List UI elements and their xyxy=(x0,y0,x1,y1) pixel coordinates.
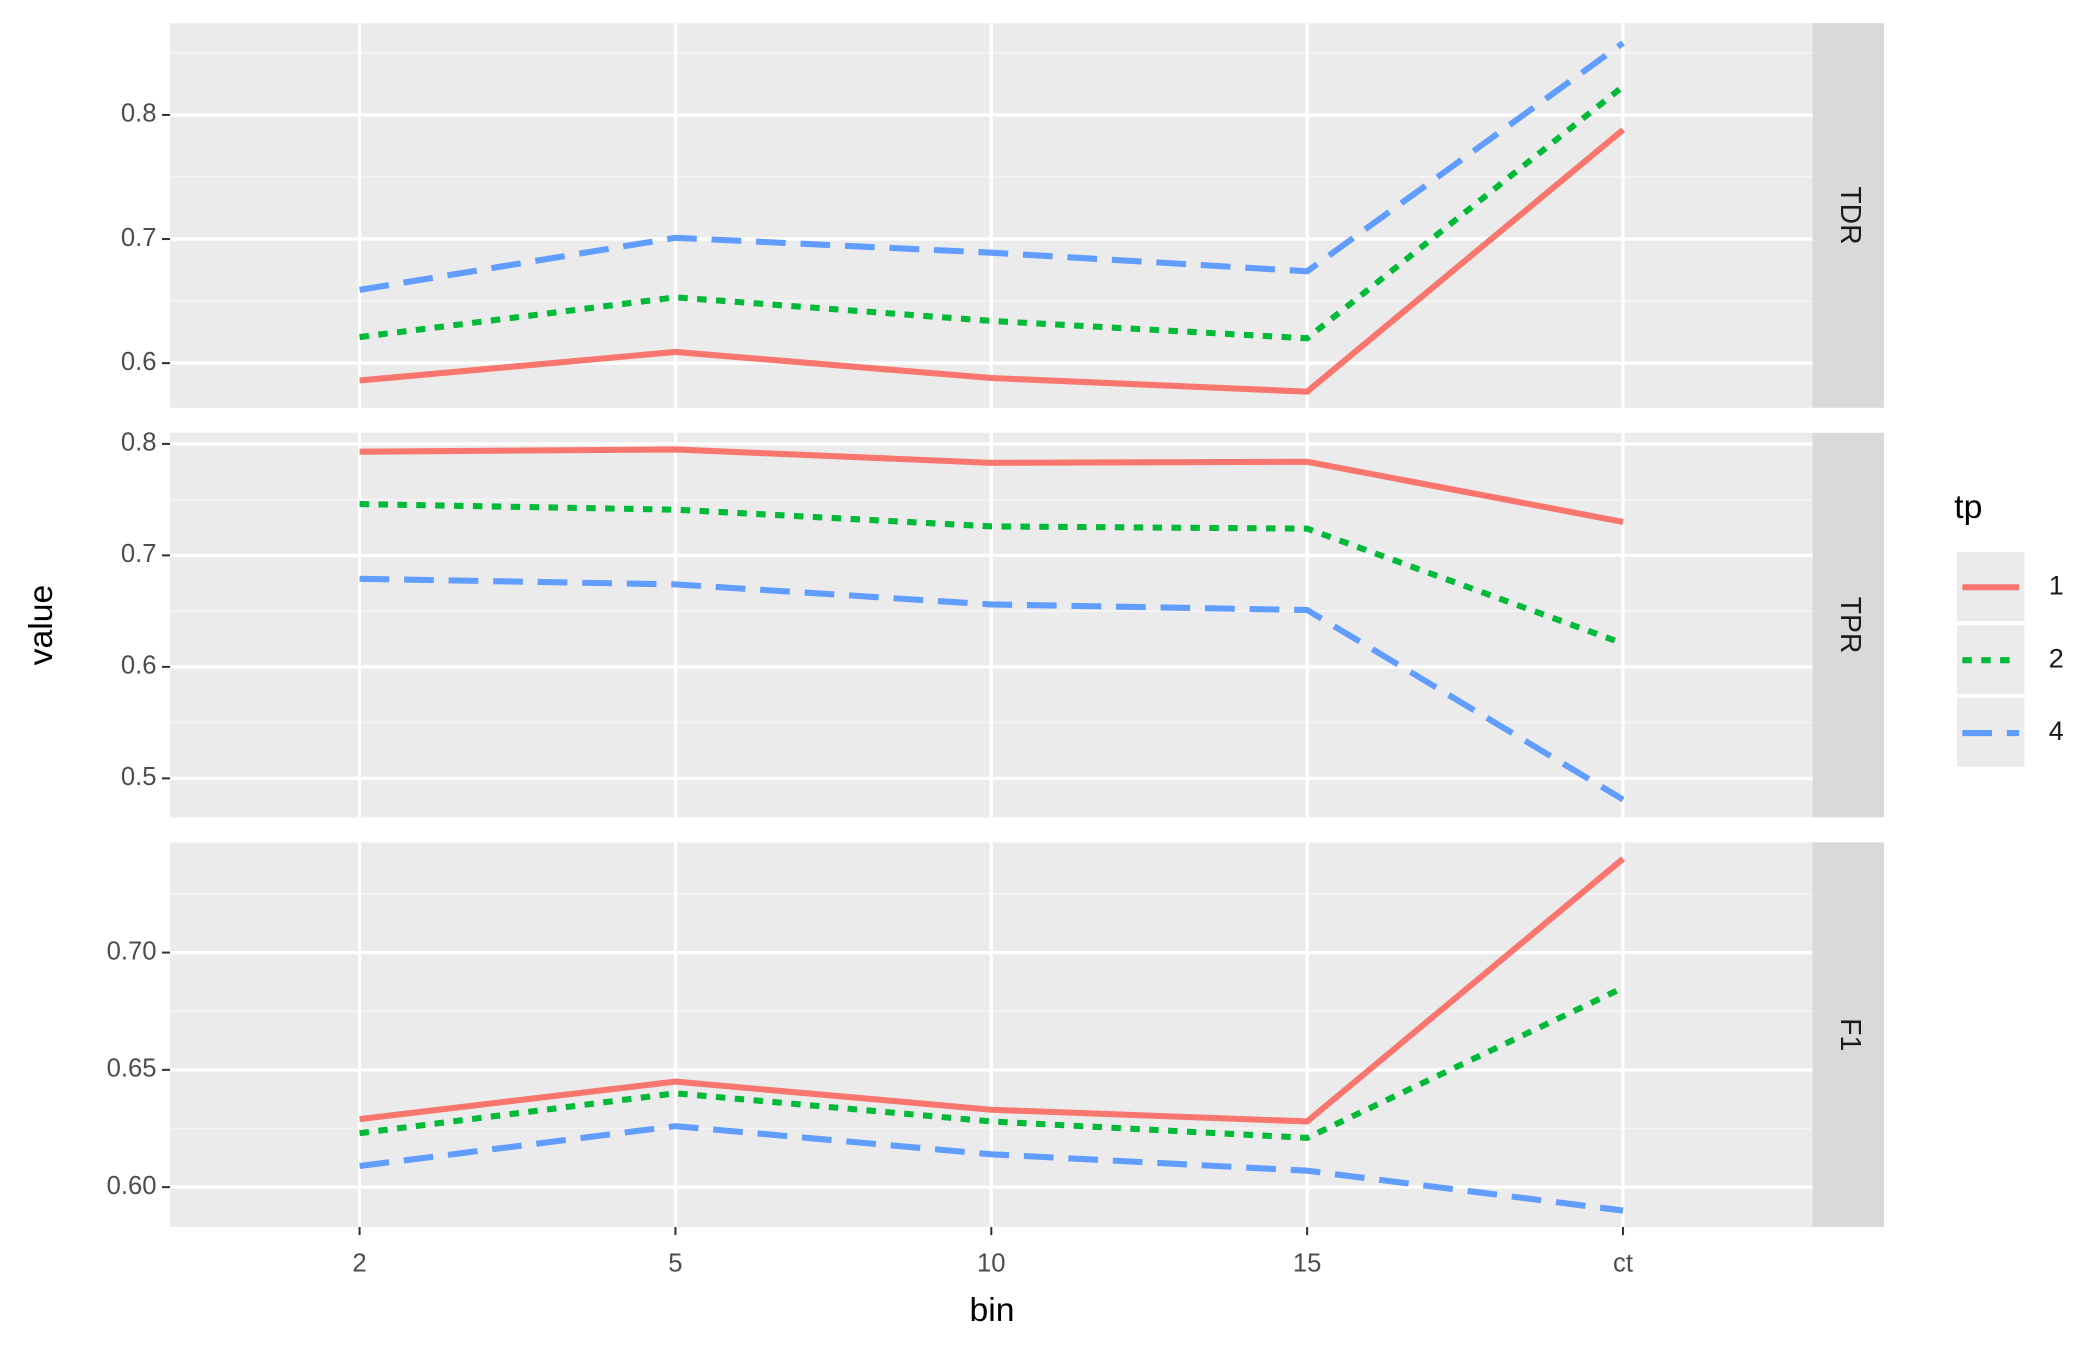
legend-label: 1 xyxy=(2049,570,2064,600)
y-tick-label: 0.7 xyxy=(121,540,157,568)
facet-label: TDR xyxy=(1834,186,1866,244)
y-tick-label: 0.60 xyxy=(107,1172,157,1200)
series-line xyxy=(359,985,1625,1141)
x-tick-label: 5 xyxy=(668,1250,682,1278)
facet-strip xyxy=(1812,432,1885,818)
facet-label: TPR xyxy=(1834,597,1866,654)
legend-title: tp xyxy=(1954,488,1982,526)
series-line xyxy=(359,127,1625,395)
facet-label: F1 xyxy=(1834,1018,1866,1051)
x-tick-label: 10 xyxy=(977,1250,1006,1278)
y-tick-label: 0.6 xyxy=(121,652,157,680)
y-tick-label: 0.70 xyxy=(107,937,157,965)
facet-strip xyxy=(1812,842,1885,1227)
x-axis-title: bin xyxy=(969,1291,1014,1329)
facet-strip xyxy=(1812,23,1885,408)
series-line xyxy=(359,1123,1624,1214)
series-line xyxy=(359,446,1624,525)
y-axis-title: value xyxy=(22,585,60,666)
y-tick-label: 0.65 xyxy=(107,1055,157,1083)
legend-label: 4 xyxy=(2049,716,2064,746)
y-tick-label: 0.7 xyxy=(121,224,157,252)
x-tick-label: 2 xyxy=(352,1250,366,1278)
x-tick-label: 15 xyxy=(1293,1250,1322,1278)
legend-label: 2 xyxy=(2049,643,2064,673)
x-tick-label: ct xyxy=(1613,1250,1633,1278)
series-line xyxy=(359,84,1625,342)
series-line xyxy=(359,40,1625,293)
series-line xyxy=(359,856,1625,1125)
series-line xyxy=(359,575,1625,803)
series-line xyxy=(359,501,1625,647)
y-tick-label: 0.8 xyxy=(121,100,157,128)
y-tick-label: 0.6 xyxy=(121,348,157,376)
y-tick-label: 0.8 xyxy=(121,429,157,457)
y-tick-label: 0.5 xyxy=(121,763,157,791)
